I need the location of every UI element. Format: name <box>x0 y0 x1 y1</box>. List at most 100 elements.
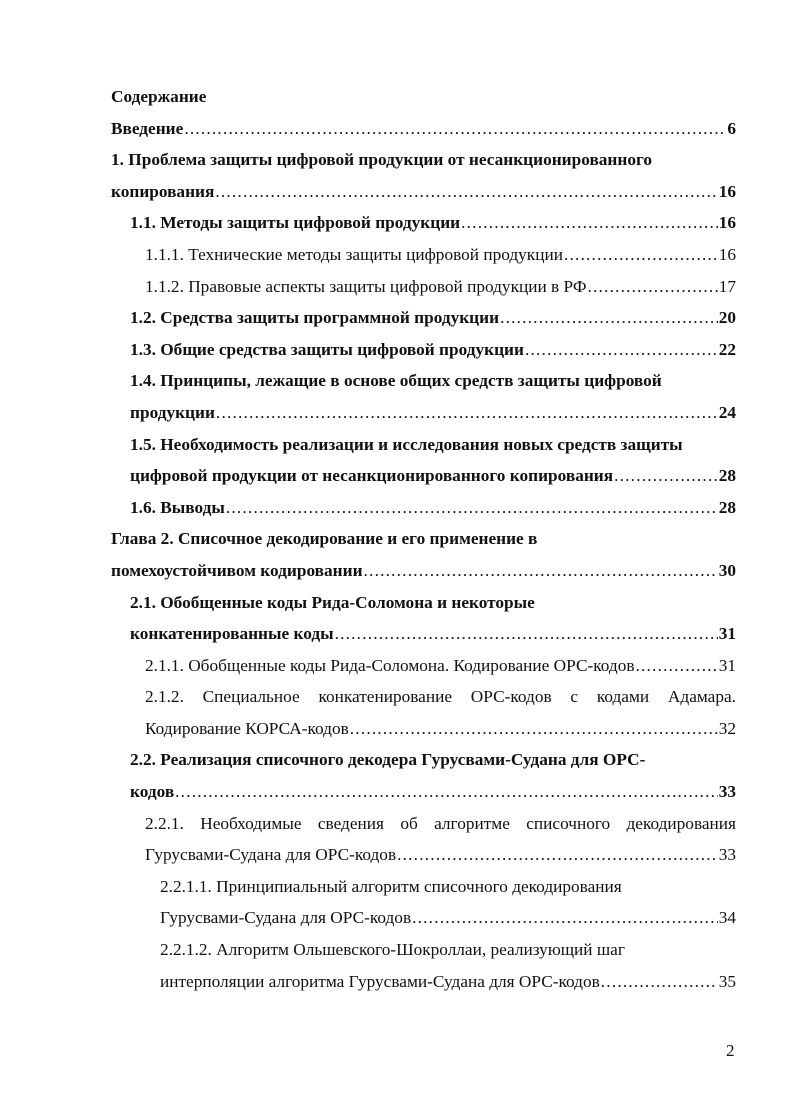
toc-entry-page: 28 <box>718 497 736 517</box>
dot-leader <box>587 271 717 303</box>
toc-entry-title: Кодирование КОРСА-кодов <box>145 718 349 738</box>
toc-entry-page: 22 <box>718 339 736 359</box>
toc-entry[interactable]: 1.1. Методы защиты цифровой продукции 16 <box>111 207 736 239</box>
toc-line: Глава 2. Списочное декодирование и его п… <box>111 523 736 555</box>
toc-entry-title: помехоустойчивом кодировании <box>111 560 363 580</box>
dot-leader <box>215 176 717 208</box>
dot-leader <box>461 207 718 239</box>
toc-entry-page: 32 <box>718 718 736 738</box>
toc-entry-title: 1.5. Необходимость реализации и исследов… <box>130 434 683 454</box>
toc-entry-title: 1.6. Выводы <box>130 497 225 517</box>
page-number: 2 <box>726 1041 735 1060</box>
toc-entry[interactable]: 1. Проблема защиты цифровой продукции от… <box>111 144 736 207</box>
toc-entry-title: 2.2.1.1. Принципиальный алгоритм списочн… <box>160 876 622 896</box>
toc-entry-page: 28 <box>718 466 736 486</box>
toc-entry[interactable]: 1.1.2. Правовые аспекты защиты цифровой … <box>111 271 736 303</box>
dot-leader <box>184 113 726 145</box>
toc-line: 2.2. Реализация списочного декодера Гуру… <box>111 744 736 776</box>
toc-line: 2.1.2. Специальное конкатенирование ОРС-… <box>111 681 736 713</box>
dot-leader <box>364 555 718 587</box>
toc-line: Кодирование КОРСА-кодов 32 <box>111 713 736 745</box>
toc-line: копирования 16 <box>111 176 736 208</box>
toc-heading: Содержание <box>111 87 207 106</box>
toc-entry-title: 1.1.2. Правовые аспекты защиты цифровой … <box>145 276 587 296</box>
dot-leader <box>525 334 718 366</box>
toc-line: 1.3. Общие средства защиты цифровой прод… <box>111 334 736 366</box>
toc-entry-title: 1.3. Общие средства защиты цифровой прод… <box>130 339 524 359</box>
toc-entry-title: 2.2.1.2. Алгоритм Ольшевского-Шокроллаи,… <box>160 940 625 960</box>
toc-line: 1.6. Выводы 28 <box>111 492 736 524</box>
dot-leader <box>500 302 718 334</box>
dot-leader <box>601 966 718 998</box>
toc-entry-title: Введение <box>111 118 184 138</box>
dot-leader <box>350 713 718 745</box>
toc-line: Введение 6 <box>111 113 736 145</box>
toc-line: продукции 24 <box>111 397 736 429</box>
toc-entry-title: цифровой продукции от несанкционированно… <box>130 466 614 486</box>
toc-entry-title: 2.2. Реализация списочного декодера Гуру… <box>130 750 646 770</box>
toc-entry[interactable]: 2.2. Реализация списочного декодера Гуру… <box>111 744 736 807</box>
toc-line: 1.5. Необходимость реализации и исследов… <box>111 429 736 461</box>
toc-entry-page: 31 <box>718 655 736 675</box>
toc-entry-title: 1.2. Средства защиты программной продукц… <box>130 308 500 328</box>
toc-entry[interactable]: 1.2. Средства защиты программной продукц… <box>111 302 736 334</box>
toc-entry-title: 1. Проблема защиты цифровой продукции от… <box>111 150 653 170</box>
toc-entry[interactable]: 2.1.2. Специальное конкатенирование ОРС-… <box>111 681 736 744</box>
toc-entry-page: 35 <box>718 971 736 991</box>
toc-entry-title: 2.2.1. Необходимые сведения об алгоритме… <box>145 813 736 833</box>
toc-entry[interactable]: 2.2.1. Необходимые сведения об алгоритме… <box>111 808 736 871</box>
toc-entry[interactable]: 2.2.1.2. Алгоритм Ольшевского-Шокроллаи,… <box>111 934 736 997</box>
toc-entry-page: 20 <box>718 308 736 328</box>
toc-entry-page: 24 <box>718 402 736 422</box>
toc-line: 2.2.1. Необходимые сведения об алгоритме… <box>111 808 736 840</box>
dot-leader <box>226 492 718 524</box>
toc-entry-title: интерполяции алгоритма Гурусвами-Судана … <box>160 971 600 991</box>
toc-entry-title: 1.1.1. Технические методы защиты цифрово… <box>145 244 563 264</box>
toc-line: 1.1. Методы защиты цифровой продукции 16 <box>111 207 736 239</box>
toc-entry-title: 1.4. Принципы, лежащие в основе общих ср… <box>130 371 662 391</box>
toc-entry[interactable]: Введение 6 <box>111 113 736 145</box>
toc-entry-page: 16 <box>718 181 736 201</box>
toc-entry[interactable]: Глава 2. Списочное декодирование и его п… <box>111 523 736 586</box>
toc-line: 2.2.1.1. Принципиальный алгоритм списочн… <box>111 871 736 903</box>
toc-line: 1. Проблема защиты цифровой продукции от… <box>111 144 736 176</box>
toc-line: 1.1.2. Правовые аспекты защиты цифровой … <box>111 271 736 303</box>
toc-entry-page: 33 <box>718 782 736 802</box>
toc-entry[interactable]: 1.6. Выводы 28 <box>111 492 736 524</box>
toc-entry[interactable]: 2.1. Обобщенные коды Рида-Соломона и нек… <box>111 587 736 650</box>
toc-line: интерполяции алгоритма Гурусвами-Судана … <box>111 966 736 998</box>
toc-entry[interactable]: 1.1.1. Технические методы защиты цифрово… <box>111 239 736 271</box>
dot-leader <box>216 397 718 429</box>
toc-line: конкатенированные коды 31 <box>111 618 736 650</box>
toc-entry[interactable]: 2.2.1.1. Принципиальный алгоритм списочн… <box>111 871 736 934</box>
toc-entry[interactable]: 1.4. Принципы, лежащие в основе общих ср… <box>111 365 736 428</box>
toc-entry-title: кодов <box>130 782 175 802</box>
dot-leader <box>614 460 718 492</box>
toc-entry-title: Гурусвами-Судана для ОРС-кодов <box>145 845 397 865</box>
toc-entry-page: 16 <box>718 213 736 233</box>
toc-entry-page: 17 <box>718 276 736 296</box>
toc-line: помехоустойчивом кодировании 30 <box>111 555 736 587</box>
toc-entry-page: 31 <box>718 624 736 644</box>
toc-entry-page: 6 <box>727 118 736 138</box>
toc-entry[interactable]: 1.3. Общие средства защиты цифровой прод… <box>111 334 736 366</box>
toc-line: Гурусвами-Судана для ОРС-кодов 33 <box>111 839 736 871</box>
toc-entry-title: копирования <box>111 181 215 201</box>
toc-entry[interactable]: 1.5. Необходимость реализации и исследов… <box>111 429 736 492</box>
dot-leader <box>564 239 718 271</box>
toc-line: кодов 33 <box>111 776 736 808</box>
dot-leader <box>175 776 718 808</box>
toc-line: 2.1.1. Обобщенные коды Рида-Соломона. Ко… <box>111 650 736 682</box>
toc-entry[interactable]: 2.1.1. Обобщенные коды Рида-Соломона. Ко… <box>111 650 736 682</box>
toc-entry-title: конкатенированные коды <box>130 624 334 644</box>
toc-entry-page: 16 <box>718 244 736 264</box>
toc-entry-title: 2.1. Обобщенные коды Рида-Соломона и нек… <box>130 592 535 612</box>
table-of-contents: Содержание Введение 6 1. Проблема защиты ц… <box>111 81 736 997</box>
dot-leader <box>412 902 718 934</box>
toc-entry-page: 33 <box>718 845 736 865</box>
dot-leader <box>397 839 718 871</box>
toc-entry-page: 34 <box>718 908 736 928</box>
dot-leader <box>335 618 718 650</box>
toc-line: 1.4. Принципы, лежащие в основе общих ср… <box>111 365 736 397</box>
toc-line: 1.2. Средства защиты программной продукц… <box>111 302 736 334</box>
